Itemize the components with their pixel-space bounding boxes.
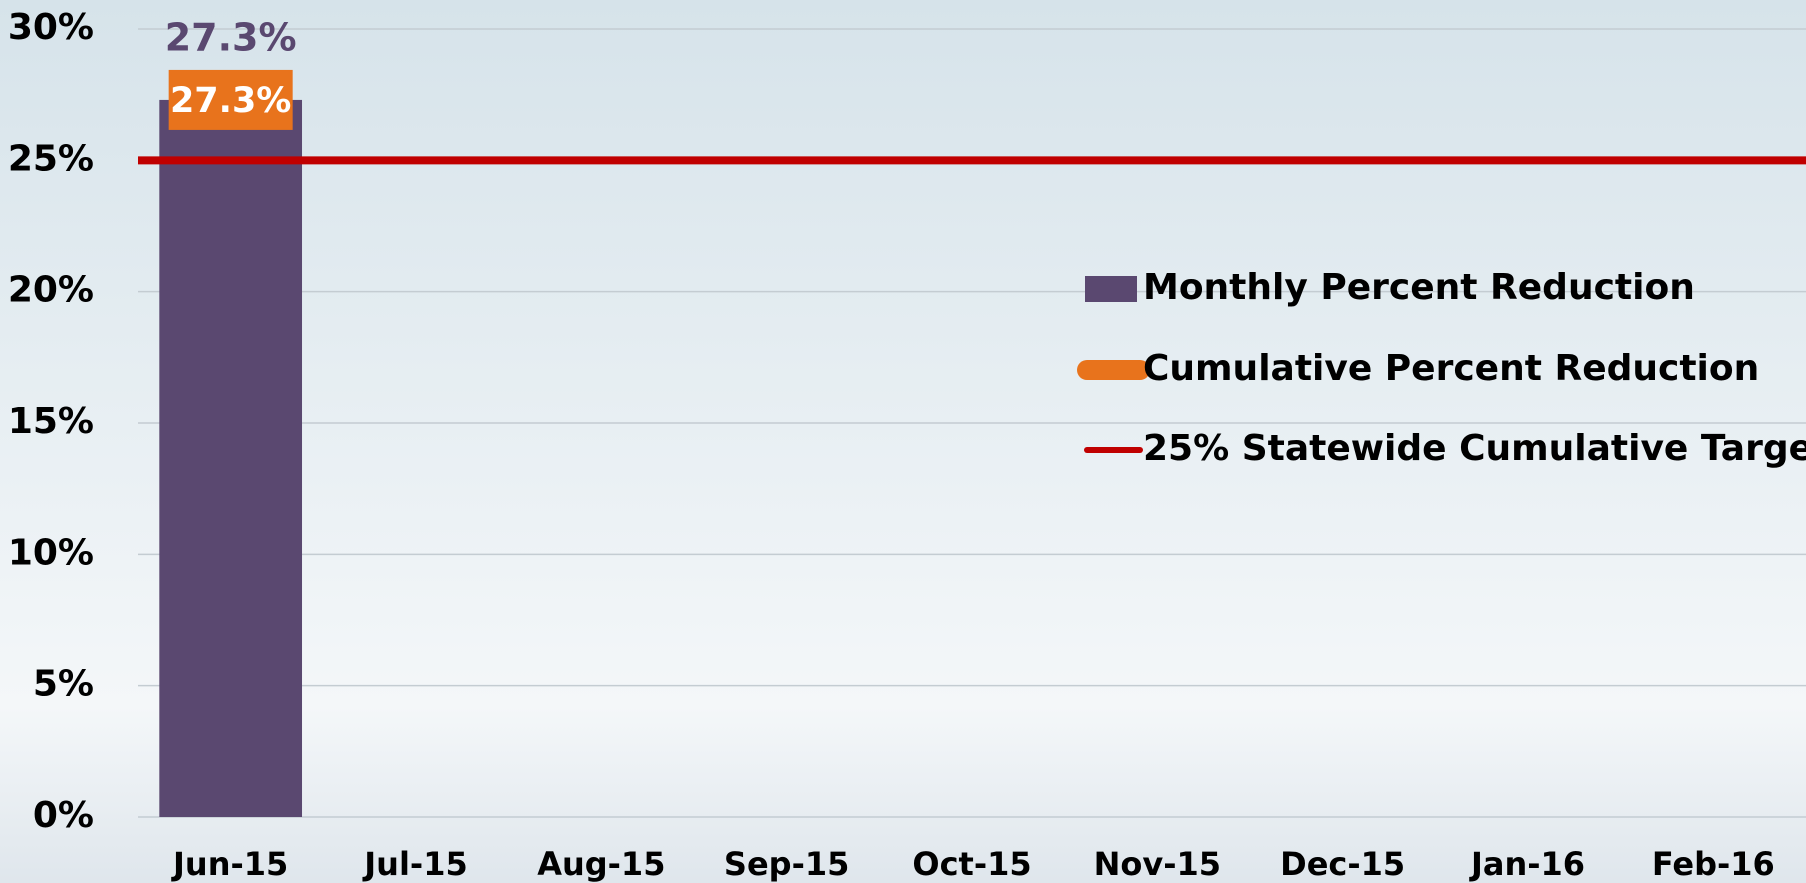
x-tick-label: Aug-15 <box>537 845 665 883</box>
x-tick-label: Dec-15 <box>1280 845 1405 883</box>
x-tick-label: Sep-15 <box>724 845 849 883</box>
cumulative-point <box>168 69 293 130</box>
y-tick-label: 30% <box>8 7 94 48</box>
y-tick-label: 20% <box>8 270 94 311</box>
legend-swatch <box>1085 276 1137 302</box>
legend-label: Cumulative Percent Reduction <box>1143 348 1759 389</box>
data-label: 27.3% <box>165 15 297 59</box>
x-tick-label: Oct-15 <box>912 845 1031 883</box>
legend-label: Monthly Percent Reduction <box>1143 267 1695 308</box>
x-tick-label: Nov-15 <box>1094 845 1221 883</box>
x-tick-label: Jun-15 <box>171 845 288 883</box>
y-tick-label: 10% <box>8 532 94 573</box>
x-tick-label: Jul-15 <box>362 845 467 883</box>
x-tick-label: Feb-16 <box>1652 845 1775 883</box>
x-tick-label: Jan-16 <box>1469 845 1585 883</box>
bar <box>159 99 303 818</box>
y-tick-label: 5% <box>33 664 94 705</box>
y-tick-label: 15% <box>8 401 94 442</box>
y-tick-label: 25% <box>8 138 94 179</box>
data-label: 27.3% <box>170 81 291 121</box>
legend-label: 25% Statewide Cumulative Target <box>1143 428 1806 469</box>
y-tick-label: 0% <box>33 795 94 836</box>
